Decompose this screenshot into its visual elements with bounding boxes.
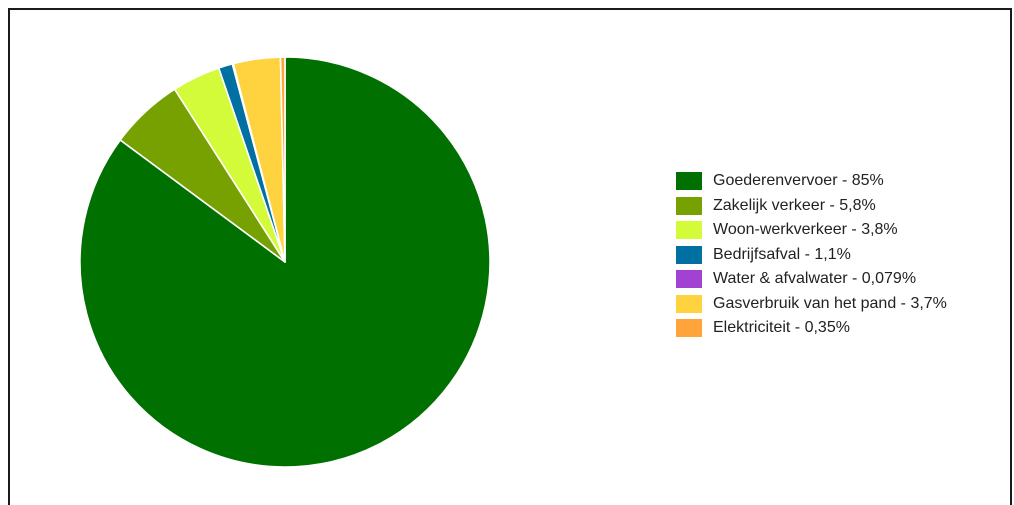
legend-label: Gasverbruik van het pand - 3,7% (713, 294, 947, 312)
legend-swatch (676, 221, 702, 239)
legend-swatch (676, 270, 702, 288)
legend-swatch (676, 245, 702, 264)
legend-label: Woon-werkverkeer - 3,8% (713, 221, 898, 238)
legend: Goederenvervoer - 85% Zakelijk verkeer -… (676, 169, 947, 341)
legend-item-woon-werkverkeer: Woon-werkverkeer - 3,8% (676, 218, 947, 242)
legend-item-bedrijfsafval: Bedrijfsafval - 1,1% (676, 243, 947, 267)
legend-swatch (676, 319, 702, 337)
legend-swatch (676, 196, 702, 215)
legend-label: Bedrijfsafval - 1,1% (713, 245, 851, 263)
legend-swatch (676, 294, 702, 313)
legend-label: Water & afvalwater - 0,079% (713, 270, 917, 287)
legend-item-goederenvervoer: Goederenvervoer - 85% (676, 169, 947, 193)
legend-item-elektriciteit: Elektriciteit - 0,35% (676, 316, 947, 340)
legend-label: Elektriciteit - 0,35% (713, 319, 850, 336)
legend-label: Zakelijk verkeer - 5,8% (713, 196, 876, 214)
legend-item-water-afvalwater: Water & afvalwater - 0,079% (676, 267, 947, 291)
legend-item-zakelijk-verkeer: Zakelijk verkeer - 5,8% (676, 194, 947, 218)
legend-swatch (676, 172, 702, 190)
legend-item-gasverbruik: Gasverbruik van het pand - 3,7% (676, 292, 947, 316)
legend-label: Goederenvervoer - 85% (713, 172, 884, 189)
pie-slice-elektriciteit (279, 56, 286, 263)
